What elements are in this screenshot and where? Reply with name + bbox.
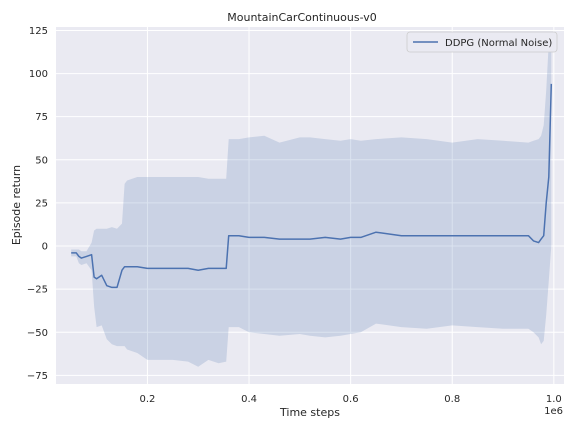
y-tick-label: 75	[35, 112, 48, 123]
x-tick-label: 0.8	[444, 394, 460, 405]
x-axis-label: Time steps	[279, 406, 340, 419]
x-axis-ticks: 0.2 0.4 0.6 0.8 1.0	[139, 394, 561, 405]
y-tick-label: −50	[27, 328, 48, 339]
chart-title: MountainCarContinuous-v0	[227, 11, 377, 24]
x-tick-label: 0.4	[241, 394, 257, 405]
y-tick-label: 100	[29, 69, 48, 80]
x-axis-offset-label: 1e6	[544, 406, 563, 417]
y-tick-label: 50	[35, 155, 48, 166]
y-tick-label: 125	[29, 26, 48, 37]
y-tick-label: 0	[42, 242, 48, 253]
y-tick-label: −75	[27, 371, 48, 382]
x-tick-label: 1.0	[546, 394, 562, 405]
gridlines	[56, 27, 564, 384]
y-axis-ticks: −75 −50 −25 0 25 50 75 100 125	[27, 26, 48, 382]
y-axis-label: Episode return	[10, 165, 23, 245]
y-tick-label: −25	[27, 285, 48, 296]
legend-entry-label: DDPG (Normal Noise)	[445, 38, 552, 49]
x-tick-label: 0.2	[139, 394, 155, 405]
plot-area	[56, 27, 564, 384]
series-line-ddpg	[71, 83, 553, 289]
x-tick-label: 0.6	[343, 394, 359, 405]
confidence-band	[71, 42, 552, 367]
legend: DDPG (Normal Noise)	[406, 31, 558, 53]
y-tick-label: 25	[35, 198, 48, 209]
legend-box	[406, 31, 558, 53]
